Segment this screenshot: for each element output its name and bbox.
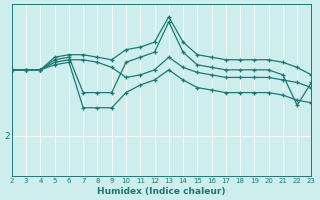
X-axis label: Humidex (Indice chaleur): Humidex (Indice chaleur) <box>97 187 226 196</box>
